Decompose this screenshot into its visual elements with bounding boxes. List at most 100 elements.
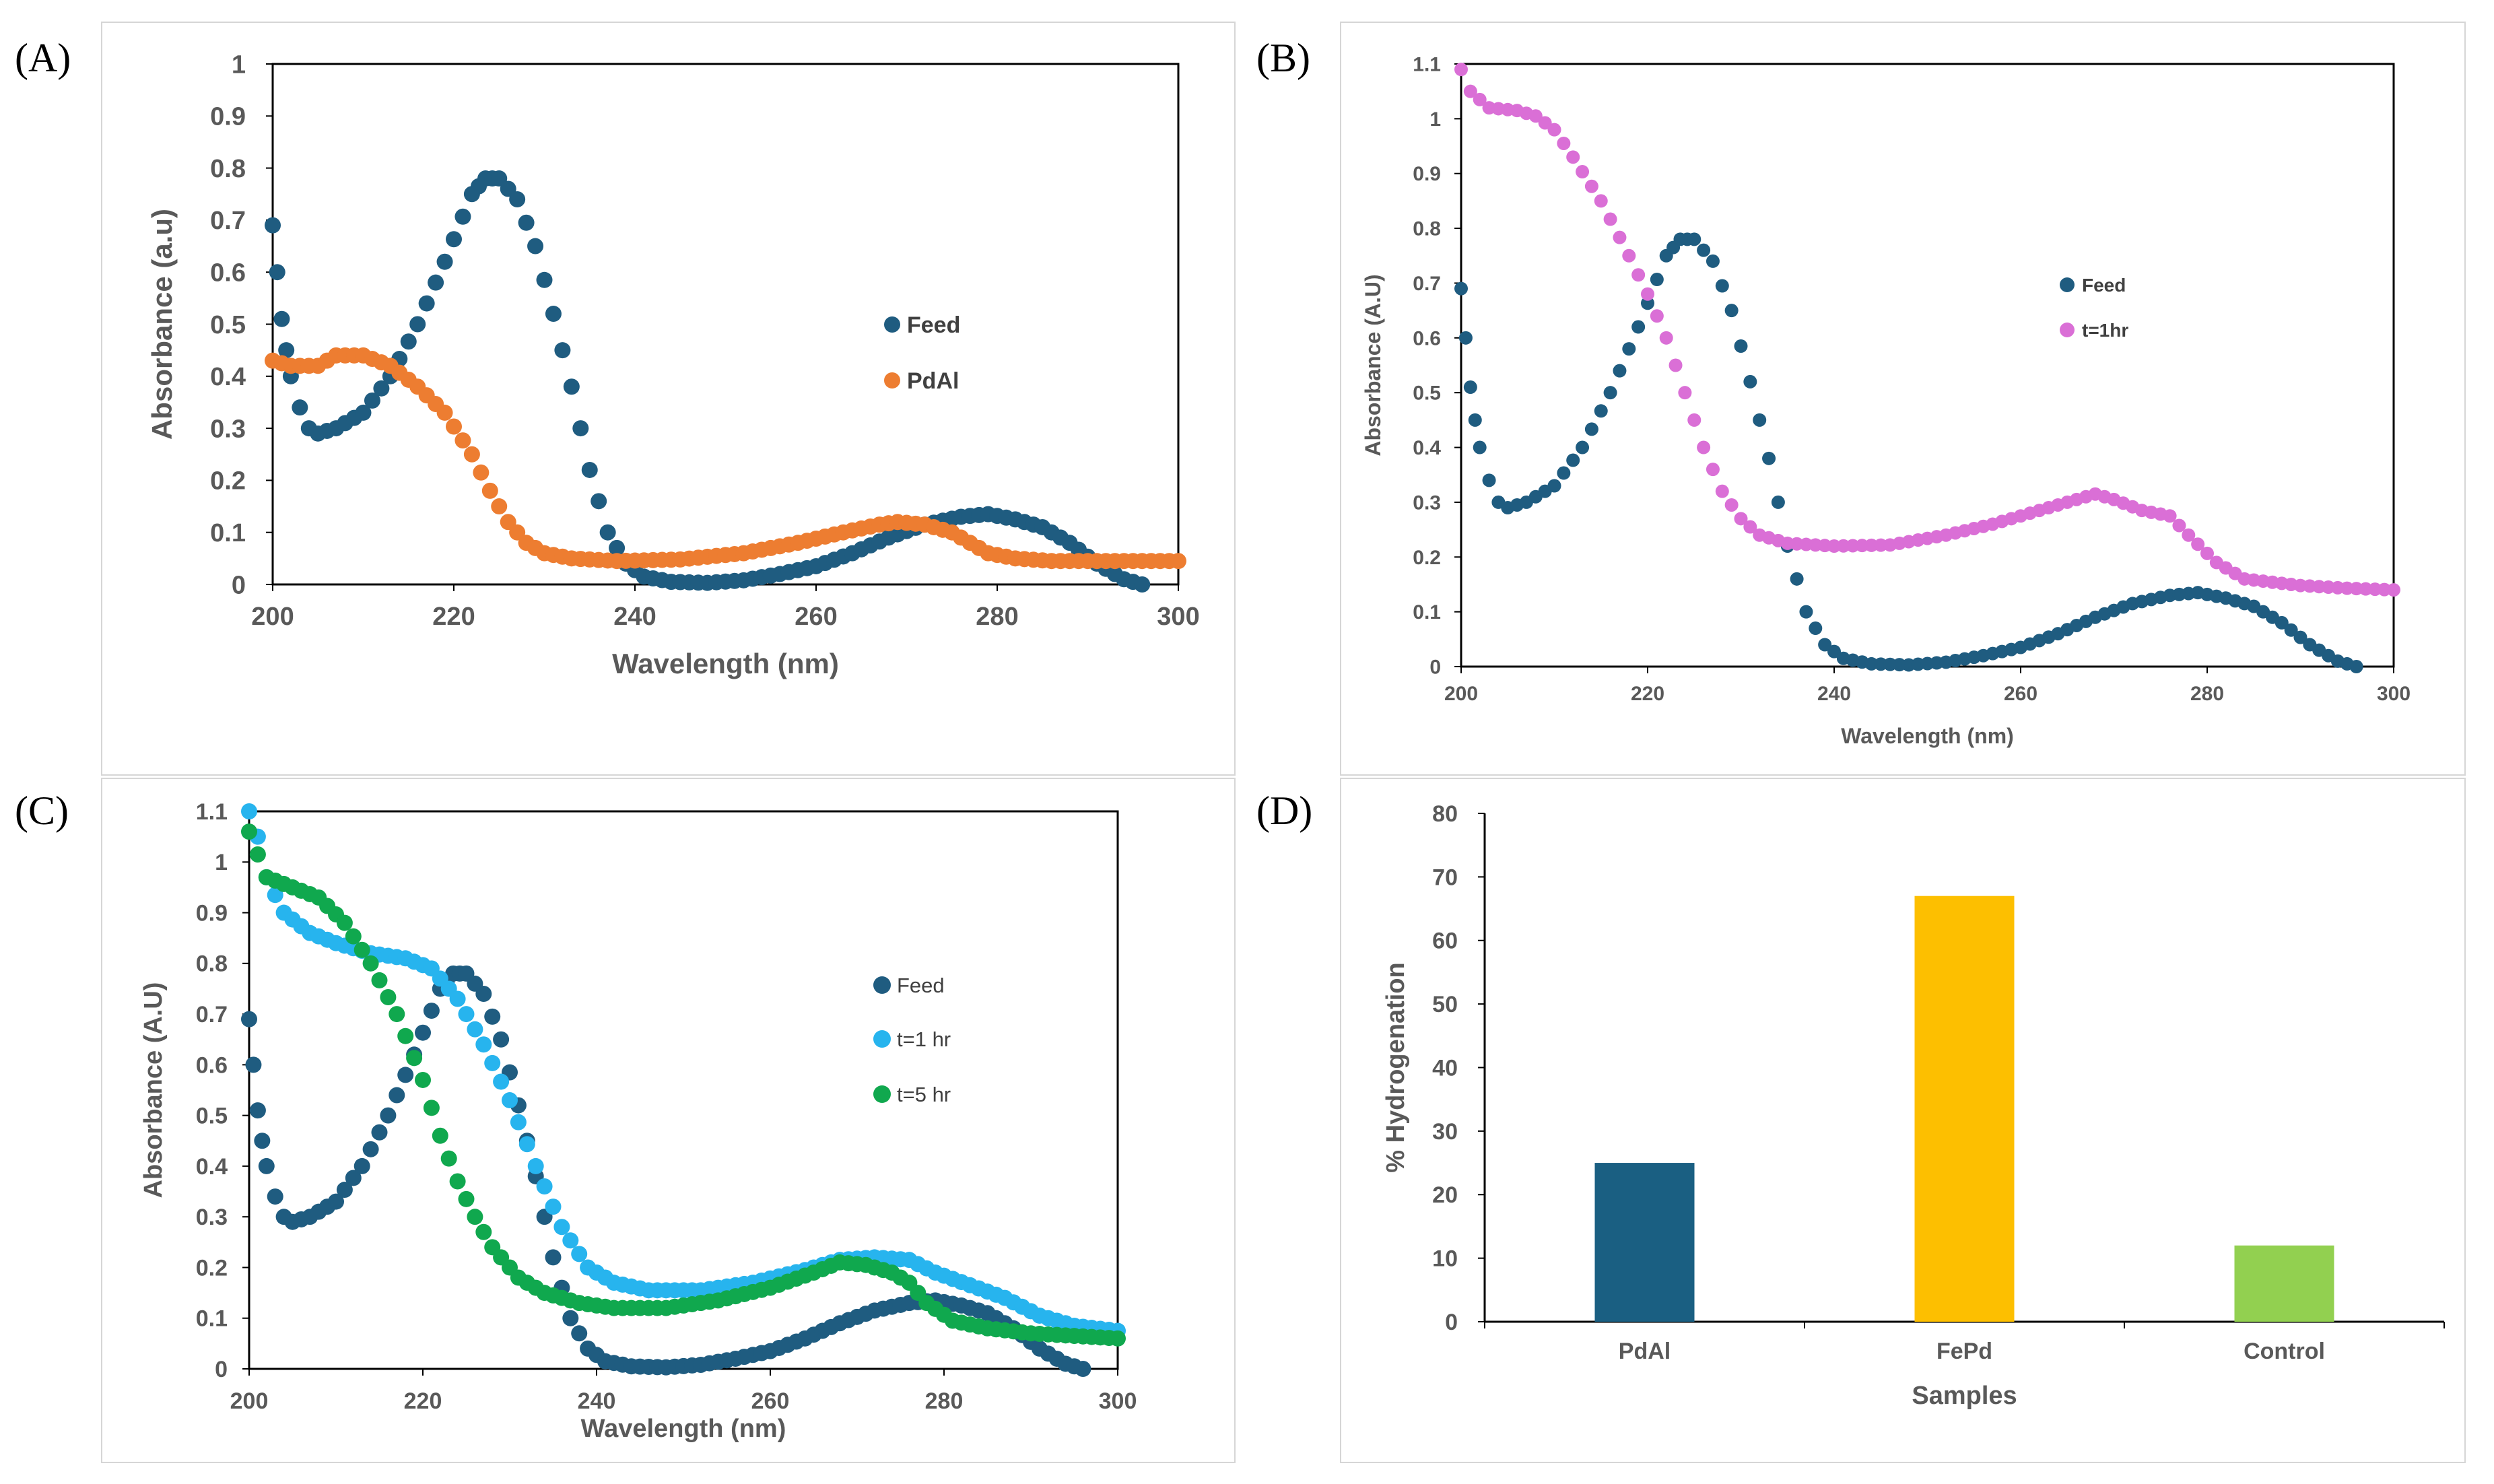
data-point (328, 1193, 344, 1210)
data-point (1743, 374, 1757, 389)
data-point (463, 446, 480, 463)
data-point (267, 1188, 283, 1205)
data-point (1566, 150, 1580, 164)
y-tick-label: 1 (215, 850, 228, 875)
data-point (353, 1157, 370, 1174)
y-tick-label: 0.9 (210, 103, 246, 131)
data-point (380, 989, 397, 1005)
data-point (2293, 630, 2307, 644)
y-tick-label: 0.4 (1413, 437, 1441, 459)
panel-b-frame (1340, 22, 2466, 776)
data-point (415, 1024, 431, 1041)
x-tick-label: 280 (976, 603, 1018, 631)
panel-label-b: (B) (1256, 36, 1310, 80)
panel-label-c: (C) (15, 788, 69, 833)
data-point (458, 1006, 475, 1023)
data-point (1557, 136, 1571, 150)
data-point (475, 1036, 492, 1053)
data-point (609, 539, 626, 556)
x-tick-label: 200 (1444, 683, 1478, 705)
y-tick-label: 0.6 (210, 259, 246, 288)
data-point (432, 1127, 448, 1144)
data-point (554, 342, 571, 359)
data-point (1697, 243, 1711, 257)
data-point (509, 191, 526, 207)
x-axis-title: Wavelength (nm) (1841, 724, 2014, 748)
y-tick-label: 0.1 (210, 519, 246, 547)
data-point (1836, 539, 1850, 553)
data-point (518, 214, 535, 231)
data-point (2284, 623, 2298, 637)
legend-marker (2060, 323, 2075, 337)
data-point (1874, 538, 1888, 552)
panel-d-frame (1340, 778, 2466, 1463)
x-tick-label: 200 (251, 603, 294, 631)
data-point (2200, 546, 2214, 560)
data-point (389, 1087, 405, 1104)
data-point (1715, 279, 1729, 293)
y-tick-label: 0.9 (196, 900, 228, 926)
y-tick-label: 1.1 (1413, 54, 1441, 76)
data-point (475, 1223, 492, 1240)
data-point (389, 1006, 405, 1023)
data-point (1584, 422, 1598, 436)
legend-label: Feed (907, 312, 960, 338)
data-point (1473, 92, 1487, 106)
data-point (1075, 1361, 1091, 1377)
data-point (397, 1027, 414, 1044)
panel-label-d: (D) (1256, 788, 1313, 833)
y-tick-label: 0.6 (196, 1052, 228, 1078)
y-tick-label: 30 (1432, 1119, 1458, 1145)
data-point (1724, 304, 1739, 318)
data-point (371, 1124, 388, 1141)
data-point (241, 1011, 257, 1027)
y-axis-title: % Hydrogenation (1382, 962, 1410, 1172)
data-point (1669, 358, 1683, 372)
y-tick-label: 80 (1432, 801, 1458, 827)
bar-fepd (1914, 896, 2015, 1322)
data-point (502, 1092, 518, 1109)
data-point (1134, 576, 1151, 593)
data-point (491, 498, 508, 515)
data-point (545, 306, 562, 323)
data-point (1547, 123, 1561, 137)
data-point (423, 1003, 440, 1019)
x-tick-label: 220 (1631, 683, 1664, 705)
data-point (1566, 453, 1580, 467)
data-point (481, 482, 498, 499)
data-point (1622, 342, 1636, 356)
data-point (1547, 479, 1561, 493)
data-point (278, 342, 295, 359)
y-tick-label: 50 (1432, 992, 1458, 1017)
data-point (493, 1031, 510, 1048)
data-point (265, 217, 281, 234)
y-tick-label: 0.7 (1413, 273, 1441, 295)
data-point (581, 461, 598, 478)
y-tick-label: 0.8 (210, 155, 246, 183)
data-point (473, 464, 490, 481)
data-point (436, 253, 453, 270)
data-point (1697, 440, 1711, 454)
data-point (571, 1246, 588, 1262)
data-point (2172, 518, 2186, 533)
data-point (353, 941, 370, 958)
data-point (1809, 621, 1823, 636)
legend-marker (873, 976, 891, 994)
data-point (475, 985, 492, 1002)
data-point (400, 333, 417, 350)
panel-label-a: (A) (15, 36, 71, 80)
data-point (1846, 539, 1860, 553)
x-tick-label: 300 (2377, 683, 2411, 705)
y-tick-label: 0.6 (1413, 327, 1441, 349)
x-tick-label: 280 (925, 1388, 964, 1414)
y-tick-label: 0.7 (196, 1002, 228, 1027)
series-feed (241, 965, 1091, 1377)
data-point (1818, 638, 1832, 652)
chart-panel-1: 0 0.1 0.2 0.3 0.4 0.5 0.6 0.7 0.8 0.9 1 1.1 200 220 24… (1361, 54, 2411, 749)
legend-label: Feed (2082, 275, 2126, 296)
x-tick-label: 300 (1157, 603, 1199, 631)
y-tick-label: 0 (1445, 1310, 1458, 1335)
x-tick-label: 280 (2190, 683, 2224, 705)
bar-control (2234, 1245, 2334, 1322)
legend-marker (2060, 277, 2075, 292)
